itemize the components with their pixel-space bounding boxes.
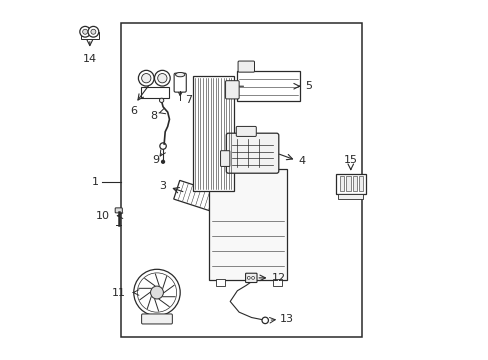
Bar xyxy=(272,279,282,287)
FancyBboxPatch shape xyxy=(142,314,172,324)
FancyBboxPatch shape xyxy=(245,273,257,283)
Circle shape xyxy=(134,269,180,316)
Text: 15: 15 xyxy=(343,155,357,165)
Circle shape xyxy=(154,70,170,86)
Bar xyxy=(173,180,219,212)
Bar xyxy=(141,87,168,98)
Circle shape xyxy=(138,70,154,86)
Text: 2: 2 xyxy=(255,139,263,149)
Bar xyxy=(346,176,350,192)
Bar xyxy=(81,32,99,39)
FancyBboxPatch shape xyxy=(115,208,122,213)
Circle shape xyxy=(82,29,87,34)
Bar xyxy=(338,194,363,199)
FancyBboxPatch shape xyxy=(220,151,229,166)
Bar xyxy=(192,76,233,191)
FancyBboxPatch shape xyxy=(226,133,278,173)
Text: 12: 12 xyxy=(271,273,285,283)
FancyBboxPatch shape xyxy=(174,73,186,92)
FancyBboxPatch shape xyxy=(208,169,287,280)
Text: 11: 11 xyxy=(112,288,125,297)
Text: 5: 5 xyxy=(305,81,312,91)
Bar xyxy=(352,176,356,192)
Text: 1: 1 xyxy=(92,177,99,187)
Circle shape xyxy=(159,98,163,103)
Bar xyxy=(358,176,363,192)
FancyBboxPatch shape xyxy=(236,126,256,136)
Ellipse shape xyxy=(175,72,184,77)
Circle shape xyxy=(150,286,163,299)
Text: 3: 3 xyxy=(159,181,166,191)
Text: 8: 8 xyxy=(149,111,157,121)
Circle shape xyxy=(137,273,176,312)
Circle shape xyxy=(262,317,268,324)
Text: 7: 7 xyxy=(185,95,192,105)
Circle shape xyxy=(91,29,96,34)
Circle shape xyxy=(157,73,166,83)
FancyBboxPatch shape xyxy=(225,81,239,99)
Bar xyxy=(237,71,299,102)
Bar xyxy=(339,176,344,192)
Text: 9: 9 xyxy=(152,156,159,165)
Text: 6: 6 xyxy=(130,106,137,116)
Text: 4: 4 xyxy=(298,156,305,166)
Circle shape xyxy=(142,73,151,83)
Circle shape xyxy=(251,276,254,279)
Bar xyxy=(216,279,224,287)
Circle shape xyxy=(88,26,99,37)
Text: 13: 13 xyxy=(280,314,294,324)
Circle shape xyxy=(80,26,90,37)
Circle shape xyxy=(162,160,164,163)
Text: 14: 14 xyxy=(82,54,97,64)
Text: 10: 10 xyxy=(95,211,109,221)
Circle shape xyxy=(247,276,250,279)
Bar xyxy=(121,23,362,337)
FancyBboxPatch shape xyxy=(238,61,254,72)
Bar xyxy=(335,174,365,194)
